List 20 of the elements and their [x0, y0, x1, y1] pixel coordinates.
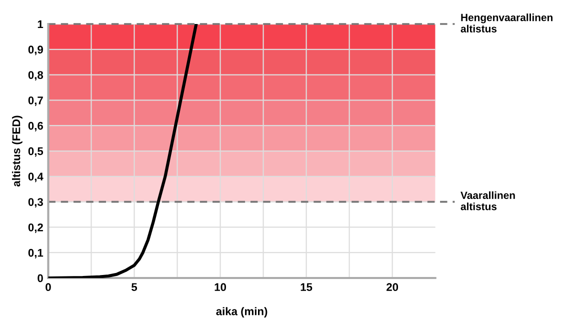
x-tick-label: 0 [46, 283, 51, 292]
y-tick-label: 0,2 [28, 223, 43, 233]
y-tick-label: 0,8 [28, 71, 44, 81]
y-tick-label: 0,3 [28, 198, 43, 208]
y-tick-label: 0,7 [28, 96, 43, 106]
y-tick-label: 0,5 [28, 147, 44, 157]
y-tick-label: 0,6 [28, 122, 43, 132]
x-tick-label: 15 [300, 283, 312, 292]
x-tick-label: 20 [386, 283, 398, 292]
y-tick-label: 0 [38, 274, 43, 282]
y-tick-label: 1 [38, 20, 44, 28]
y-tick-label: 0,4 [28, 172, 44, 182]
y-tick-label: 0,1 [28, 248, 44, 258]
ref-line-label: Hengenvaarallinen altistus [460, 14, 552, 32]
x-tick-label: 10 [214, 283, 226, 292]
ref-line-label: Vaarallinen altistus [460, 191, 515, 210]
x-tick-label: 5 [132, 283, 138, 292]
y-axis-title: altistus (FED) [12, 116, 22, 186]
x-axis-title: aika (min) [216, 307, 268, 318]
y-tick-label: 0,9 [28, 46, 43, 56]
